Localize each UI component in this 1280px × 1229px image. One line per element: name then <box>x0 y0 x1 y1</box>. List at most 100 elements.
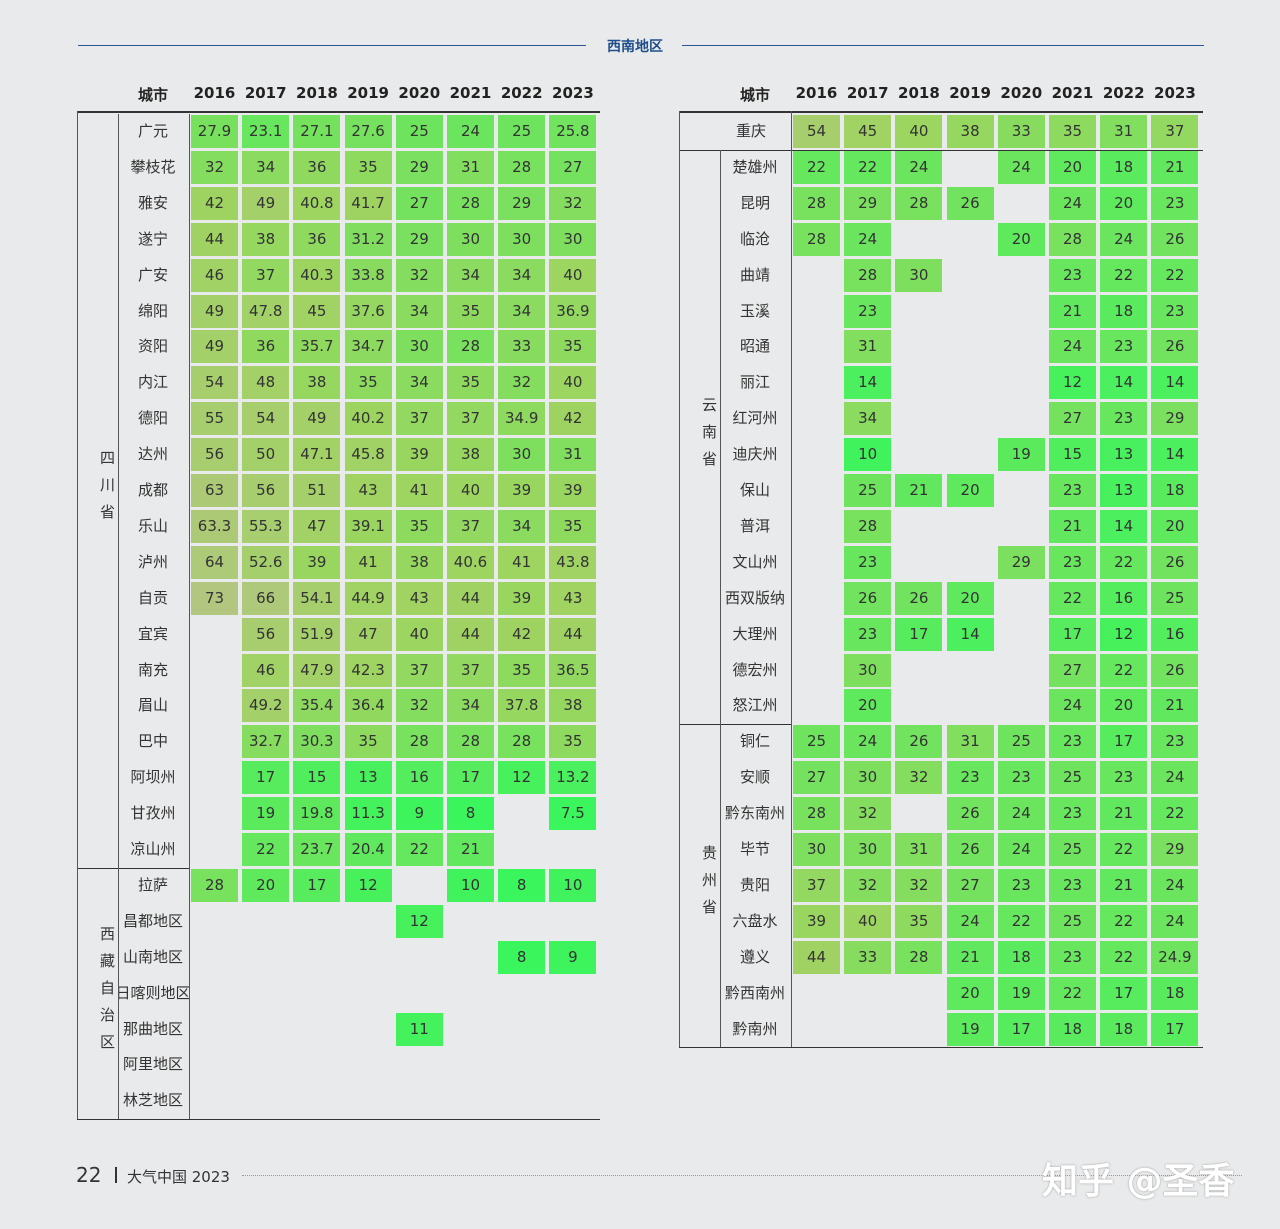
left-cell-甘孜州-2021: 8 <box>447 797 494 831</box>
left-cell-攀枝花-2018: 36 <box>293 150 341 184</box>
right-cell-黔西南州-2022: 17 <box>1100 976 1148 1010</box>
left-cell-广元-2019: 27.6 <box>344 115 392 148</box>
right-city-昭通: 昭通 <box>739 337 770 356</box>
left-cell-泸州-2020: 38 <box>395 545 443 579</box>
left-cell-达州-2022: 30 <box>498 438 546 472</box>
right-cell-西双版纳-2019: 20 <box>946 581 994 615</box>
left-cell-广安-2017: 37 <box>242 258 290 292</box>
header-rule-right <box>682 45 1204 46</box>
left-cell-遂宁-2023: 30 <box>549 222 597 256</box>
left-cell-雅安-2021: 28 <box>447 186 494 220</box>
left-cell-遂宁-2017: 38 <box>242 222 290 256</box>
right-cell-德宏州-2023: 26 <box>1151 653 1199 687</box>
right-cell-楚雄州-2020: 24 <box>997 150 1045 184</box>
left-cell-内江-2020: 34 <box>395 366 443 400</box>
right-year-header-2021: 2021 <box>1051 84 1094 102</box>
right-cell-迪庆州-2017: 10 <box>844 438 892 472</box>
left-cell-雅安-2017: 49 <box>242 186 290 220</box>
right-cell-大理州-2018: 17 <box>895 617 943 651</box>
right-cell-黔东南州-2016: 28 <box>793 797 840 831</box>
right-cell-毕节-2020: 24 <box>997 833 1045 866</box>
right-city-楚雄州: 楚雄州 <box>732 157 778 176</box>
left-cell-德阳-2021: 37 <box>447 402 494 436</box>
left-city-日喀则地区: 日喀则地区 <box>115 983 191 1002</box>
right-cell-六盘水-2020: 22 <box>997 904 1045 938</box>
right-cell-临沧-2020: 20 <box>997 222 1045 256</box>
right-province-贵州省: 贵州省 <box>700 845 718 927</box>
left-cell-拉萨-2023: 10 <box>549 868 597 902</box>
right-cell-安顺-2016: 27 <box>793 761 840 795</box>
left-cell-泸州-2017: 52.6 <box>242 545 290 579</box>
right-cell-临沧-2023: 26 <box>1151 222 1199 256</box>
left-cell-资阳-2019: 34.7 <box>344 330 392 364</box>
left-cell-泸州-2023: 43.8 <box>549 545 597 579</box>
left-city-阿里地区: 阿里地区 <box>122 1055 183 1074</box>
left-cell-广安-2016: 46 <box>191 258 238 292</box>
left-cell-拉萨-2016: 28 <box>191 868 238 902</box>
right-cell-毕节-2021: 25 <box>1049 833 1096 866</box>
right-cell-文山州-2021: 23 <box>1049 545 1096 579</box>
left-cell-拉萨-2021: 10 <box>447 868 494 902</box>
left-cell-凉山州-2018: 23.7 <box>293 833 341 866</box>
right-chongqing-rule <box>679 149 1203 151</box>
right-cell-chongqing-2016: 54 <box>793 115 840 148</box>
right-cell-贵阳-2018: 32 <box>895 868 943 902</box>
right-outer-left <box>679 111 680 1048</box>
left-cell-德阳-2022: 34.9 <box>498 402 546 436</box>
left-cell-成都-2016: 63 <box>191 474 238 507</box>
right-cell-大理州-2019: 14 <box>946 617 994 651</box>
left-cell-资阳-2023: 35 <box>549 330 597 364</box>
right-cell-昭通-2023: 26 <box>1151 330 1199 364</box>
right-cell-安顺-2021: 25 <box>1049 761 1096 795</box>
right-cell-文山州-2023: 26 <box>1151 545 1199 579</box>
left-cell-山南地区-2023: 9 <box>549 940 597 974</box>
left-cell-遂宁-2018: 36 <box>293 222 341 256</box>
right-city-保山: 保山 <box>739 481 770 499</box>
right-cell-普洱-2017: 28 <box>844 509 892 543</box>
left-cell-甘孜州-2017: 19 <box>242 797 290 831</box>
left-cell-泸州-2018: 39 <box>293 545 341 579</box>
right-cell-昭通-2021: 24 <box>1049 330 1096 364</box>
right-cell-曲靖-2023: 22 <box>1151 258 1199 292</box>
left-cell-阿坝州-2018: 15 <box>293 761 341 795</box>
right-cell-丽江-2023: 14 <box>1151 366 1199 400</box>
right-cell-黔西南州-2021: 22 <box>1049 976 1096 1010</box>
left-cell-广元-2020: 25 <box>395 115 443 148</box>
left-cell-内江-2018: 38 <box>293 366 341 400</box>
right-cell-丽江-2017: 14 <box>844 366 892 400</box>
right-cell-遵义-2022: 22 <box>1100 940 1148 974</box>
left-cell-遂宁-2020: 29 <box>395 222 443 256</box>
right-cell-黔南州-2023: 17 <box>1151 1012 1199 1046</box>
left-cell-眉山-2022: 37.8 <box>498 689 546 723</box>
left-cell-德阳-2018: 49 <box>293 402 341 436</box>
left-cell-广安-2020: 32 <box>395 258 443 292</box>
left-cell-雅安-2018: 40.8 <box>293 186 341 220</box>
right-cell-昆明-2021: 24 <box>1049 186 1096 220</box>
left-city-泸州: 泸州 <box>137 552 168 571</box>
left-cell-雅安-2019: 41.7 <box>344 186 392 220</box>
left-cell-绵阳-2017: 47.8 <box>242 294 290 328</box>
right-cell-玉溪-2017: 23 <box>844 294 892 328</box>
left-cell-甘孜州-2018: 19.8 <box>293 797 341 831</box>
right-cell-楚雄州-2021: 20 <box>1049 150 1096 184</box>
right-cell-普洱-2022: 14 <box>1100 509 1148 543</box>
right-cell-临沧-2017: 24 <box>844 222 892 256</box>
right-cell-保山-2021: 23 <box>1049 474 1096 507</box>
left-cell-山南地区-2022: 8 <box>498 940 546 974</box>
right-cell-黔西南州-2020: 19 <box>997 976 1045 1010</box>
right-cell-遵义-2019: 21 <box>946 940 994 974</box>
right-cell-chongqing-2023: 37 <box>1151 115 1199 148</box>
left-cell-内江-2017: 48 <box>242 366 290 400</box>
left-cell-那曲地区-2020: 11 <box>395 1012 443 1046</box>
right-city-黔西南州: 黔西南州 <box>724 983 785 1002</box>
left-cell-自贡-2020: 43 <box>395 581 443 615</box>
right-cell-chongqing-2020: 33 <box>997 115 1045 148</box>
left-cell-达州-2019: 45.8 <box>344 438 392 472</box>
right-cell-丽江-2021: 12 <box>1049 366 1096 400</box>
left-cell-广安-2021: 34 <box>447 258 494 292</box>
right-cell-红河州-2021: 27 <box>1049 402 1096 436</box>
left-year-header-2016: 2016 <box>193 84 236 102</box>
left-cell-自贡-2019: 44.9 <box>344 581 392 615</box>
right-cell-黔东南州-2023: 22 <box>1151 797 1199 831</box>
left-cell-达州-2018: 47.1 <box>293 438 341 472</box>
